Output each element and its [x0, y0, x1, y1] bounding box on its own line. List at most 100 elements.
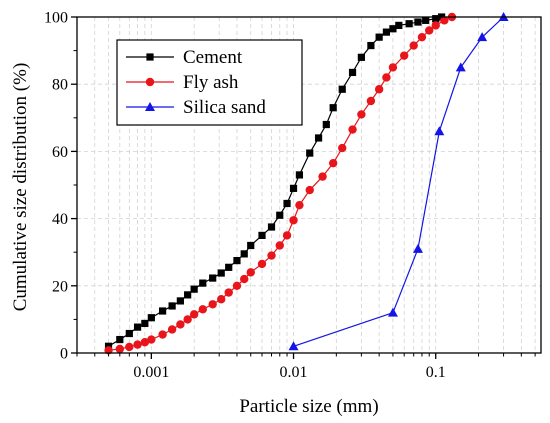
data-point — [322, 120, 330, 129]
data-point — [382, 28, 391, 36]
data-point — [431, 21, 440, 30]
data-point — [477, 32, 488, 42]
legend: Cement Fly ash Silica sand — [116, 39, 303, 126]
data-point — [412, 243, 423, 253]
data-point — [440, 16, 449, 25]
data-point — [295, 171, 304, 179]
y-tick-label: 0 — [60, 346, 68, 363]
data-point — [125, 329, 133, 338]
data-point — [275, 241, 284, 250]
data-point — [329, 104, 337, 112]
legend-marker — [145, 102, 155, 111]
data-point — [305, 185, 314, 195]
data-point — [432, 15, 440, 23]
data-point — [289, 216, 298, 225]
data-point — [133, 323, 142, 331]
data-point — [140, 338, 150, 347]
data-point — [217, 295, 226, 304]
data-point — [455, 62, 466, 72]
x-tick-label: 0.01 — [280, 364, 308, 381]
data-point — [233, 257, 241, 265]
data-point — [318, 172, 327, 181]
data-point — [224, 288, 233, 297]
data-point — [338, 85, 346, 93]
y-tick-label: 20 — [52, 278, 68, 295]
series-cement — [104, 13, 446, 350]
data-point — [414, 18, 422, 26]
data-point — [367, 41, 375, 50]
data-point — [267, 251, 276, 260]
data-point — [183, 315, 192, 324]
data-point — [417, 32, 427, 42]
data-point — [198, 305, 207, 314]
data-point — [125, 342, 134, 352]
data-point — [232, 281, 242, 290]
data-point — [405, 20, 413, 28]
data-point — [328, 158, 338, 168]
data-point — [382, 73, 391, 82]
data-point — [168, 302, 176, 310]
data-point — [276, 211, 284, 219]
y-tick-label: 60 — [52, 144, 68, 161]
legend-label: Silica sand — [183, 97, 266, 118]
data-point — [295, 200, 304, 210]
data-point — [389, 25, 397, 33]
data-point — [267, 223, 276, 231]
y-axis-title-group: Cumulative size distribution (%) — [10, 63, 31, 312]
series-silica-sand — [288, 12, 509, 351]
y-tick-label: 40 — [52, 211, 68, 228]
data-point — [147, 335, 156, 344]
data-point — [116, 335, 124, 344]
legend-marker — [145, 77, 155, 87]
data-point — [159, 307, 167, 315]
data-point — [422, 16, 430, 24]
data-point — [409, 41, 418, 50]
data-point — [246, 268, 255, 277]
data-point — [209, 274, 217, 282]
data-point — [289, 184, 298, 192]
data-point — [240, 250, 248, 258]
data-point — [133, 340, 142, 349]
data-point — [217, 269, 225, 277]
data-point — [306, 149, 314, 157]
x-tick-label: 0.001 — [133, 364, 169, 381]
data-point — [288, 341, 299, 351]
data-point — [388, 63, 398, 72]
legend-label: Fly ash — [183, 72, 239, 93]
data-point — [282, 231, 292, 240]
data-point — [387, 307, 398, 317]
data-point — [189, 310, 199, 319]
y-tick-label: 80 — [52, 77, 68, 94]
data-point — [314, 134, 323, 142]
data-point — [225, 263, 233, 271]
data-point — [247, 241, 255, 250]
data-point — [283, 199, 291, 208]
data-point — [176, 320, 185, 329]
series-line — [293, 16, 504, 347]
data-point — [434, 126, 445, 136]
y-tick-label: 100 — [44, 10, 68, 27]
y-axis-title: Cumulative size distribution (%) — [10, 63, 31, 312]
data-point — [190, 285, 198, 293]
data-point — [199, 279, 207, 287]
data-point — [425, 26, 434, 35]
data-point — [338, 143, 347, 153]
x-tick-label: 0.1 — [426, 364, 446, 381]
data-point — [366, 96, 376, 106]
data-point — [375, 33, 383, 41]
legend-marker — [146, 53, 154, 61]
data-point — [176, 297, 184, 305]
data-point — [374, 85, 384, 94]
data-point — [348, 125, 357, 134]
data-point — [348, 68, 357, 77]
data-point — [141, 319, 149, 328]
data-point — [258, 231, 266, 239]
x-axis-title: Particle size (mm) — [239, 396, 378, 417]
data-point — [184, 291, 192, 299]
data-point — [167, 325, 177, 334]
series-fly-ash — [104, 12, 457, 355]
series-layer — [104, 12, 509, 355]
data-point — [257, 259, 267, 269]
data-point — [158, 330, 167, 339]
data-point — [208, 300, 217, 309]
